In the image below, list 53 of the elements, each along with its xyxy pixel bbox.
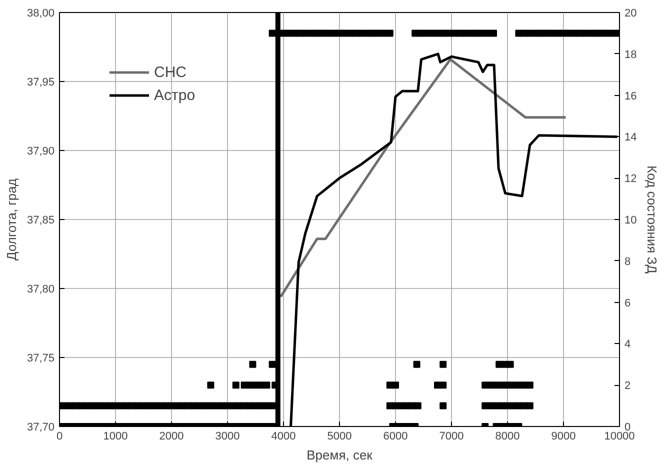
- y-tick-label: 37,75: [26, 352, 55, 364]
- y-tick-label: 37,70: [26, 422, 55, 434]
- x-tick-label: 8000: [495, 430, 520, 442]
- x-tick-label: 4000: [271, 430, 296, 442]
- x-tick-label: 1000: [103, 430, 128, 442]
- point: [268, 402, 276, 410]
- point: [268, 30, 276, 37]
- point: [440, 382, 447, 389]
- point: [232, 382, 240, 389]
- y2-tick-label: 2: [624, 380, 631, 392]
- y2-tick-label: 4: [624, 338, 631, 351]
- legend-label: СНС: [154, 64, 186, 80]
- point: [490, 30, 497, 37]
- point: [413, 360, 420, 368]
- y2-tick-label: 0: [624, 422, 631, 434]
- x-tick-label: 2000: [159, 430, 184, 442]
- y2-tick-label: 12: [624, 173, 637, 186]
- y-tick-label: 38,00: [26, 8, 55, 20]
- y2-tick-label: 16: [624, 90, 637, 102]
- point: [207, 382, 214, 389]
- x-tick-label: 3000: [215, 430, 240, 442]
- x-axis-title: Время, сек: [306, 448, 373, 462]
- point: [414, 402, 422, 410]
- y2-tick-label: 20: [624, 8, 637, 20]
- y2-tick-label: 8: [624, 256, 631, 268]
- y-axis-title: Долгота, град: [4, 178, 19, 260]
- point: [506, 360, 514, 368]
- x-tick-label: 5000: [327, 430, 352, 442]
- x-tick-label: 9000: [551, 430, 576, 442]
- x-tick-label: 7000: [439, 430, 464, 442]
- point: [386, 30, 394, 37]
- y-tick-label: 37,95: [26, 76, 55, 88]
- line-series: [279, 58, 567, 298]
- point: [268, 360, 276, 368]
- y-tick-label: 37,80: [26, 284, 55, 296]
- x-tick-label: 10000: [604, 430, 635, 442]
- x-tick-label: 6000: [383, 430, 408, 442]
- point: [263, 382, 270, 389]
- x-tick-label: 0: [56, 430, 63, 442]
- legend-label: Астро: [154, 86, 196, 104]
- y2-tick-label: 14: [624, 132, 637, 144]
- point: [526, 402, 534, 410]
- point: [526, 382, 534, 389]
- point: [392, 382, 399, 389]
- y2-tick-label: 6: [624, 297, 631, 310]
- y2-tick-label: 18: [624, 48, 637, 61]
- point: [440, 360, 447, 368]
- point: [249, 360, 256, 368]
- y2-axis-title: Код состояния ЗД: [644, 166, 660, 274]
- y2-tick-label: 10: [624, 214, 637, 226]
- y-tick-label: 37,85: [26, 214, 55, 226]
- point: [440, 402, 447, 410]
- y-tick-label: 37,90: [26, 146, 55, 158]
